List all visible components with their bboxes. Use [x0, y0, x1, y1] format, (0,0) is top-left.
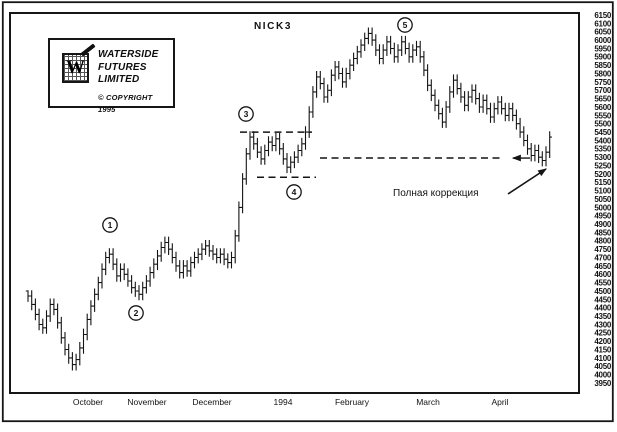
y-tick-label: 4800	[594, 237, 611, 246]
x-tick-label: November	[127, 397, 166, 407]
y-tick-label: 6150	[594, 11, 611, 20]
wave-number: 3	[244, 109, 249, 119]
wave-label-5: 5	[397, 17, 413, 33]
wave-label-3: 3	[238, 106, 254, 122]
wave-circle	[397, 17, 413, 33]
wave-number: 2	[134, 308, 139, 318]
wave-circle	[102, 217, 118, 233]
image-border	[1, 1, 614, 423]
y-tick-label: 5850	[594, 61, 611, 70]
y-tick-label: 5750	[594, 78, 611, 87]
wave-label-1: 1	[102, 217, 118, 233]
y-tick-label: 5100	[594, 187, 611, 196]
y-tick-label: 5650	[594, 95, 611, 104]
y-tick-label: 4000	[594, 371, 611, 380]
y-tick-label: 4500	[594, 287, 611, 296]
y-tick-label: 4850	[594, 228, 611, 237]
logo-monogram: W	[66, 57, 85, 78]
y-tick-label: 6000	[594, 36, 611, 45]
y-tick-label: 3950	[594, 379, 611, 388]
y-tick-label: 5600	[594, 103, 611, 112]
x-tick-label: February	[335, 397, 370, 407]
price-bars	[25, 27, 552, 371]
annotation-arrow	[507, 168, 547, 195]
y-tick-label: 5550	[594, 111, 611, 120]
wave-label-4: 4	[286, 184, 302, 200]
y-tick-label: 5800	[594, 69, 611, 78]
wave-number: 1	[108, 220, 113, 230]
y-tick-label: 4150	[594, 345, 611, 354]
wave-number: 4	[292, 187, 297, 197]
x-tick-label: 1994	[274, 397, 293, 407]
y-tick-label: 4600	[594, 270, 611, 279]
logo-line-1: WATERSIDE	[98, 49, 159, 60]
wave-labels: 1 2 3 4 5	[102, 17, 413, 321]
y-tick-label: 4900	[594, 220, 611, 229]
x-tick-label: March	[416, 397, 440, 407]
y-tick-label: 5350	[594, 145, 611, 154]
y-tick-label: 5150	[594, 178, 611, 187]
y-tick-label: 5500	[594, 120, 611, 129]
y-tick-label: 5300	[594, 153, 611, 162]
y-tick-label: 4200	[594, 337, 611, 346]
y-tick-label: 4250	[594, 329, 611, 338]
y-tick-label: 6100	[594, 19, 611, 28]
y-tick-label: 5250	[594, 161, 611, 170]
y-tick-label: 4350	[594, 312, 611, 321]
pen-stroke-icon	[80, 43, 96, 57]
y-tick-label: 5700	[594, 86, 611, 95]
waterside-logo-icon: W	[62, 43, 96, 83]
x-tick-label: December	[192, 397, 231, 407]
logo-line-3: LIMITED	[98, 74, 140, 85]
hlc-bars-path	[25, 27, 552, 371]
y-tick-label: 4550	[594, 279, 611, 288]
y-tick-label: 5200	[594, 170, 611, 179]
x-axis-labels: October November December 1994 February March…	[73, 397, 509, 407]
x-tick-label: April	[491, 397, 508, 407]
logo-box: W WATERSIDE FUTURES LIMITED © COPYRIGHT …	[48, 38, 175, 114]
logo-text: WATERSIDE FUTURES LIMITED © COPYRIGHT 19…	[98, 49, 169, 117]
wave-number: 5	[403, 20, 408, 30]
y-tick-label: 4050	[594, 362, 611, 371]
y-tick-label: 4400	[594, 304, 611, 313]
y-tick-label: 5000	[594, 203, 611, 212]
chart-annotations	[240, 131, 547, 195]
y-tick-label: 4750	[594, 245, 611, 254]
copyright-notice: © COPYRIGHT 1995	[98, 92, 153, 115]
y-tick-label: 5950	[594, 44, 611, 53]
y-tick-label: 5900	[594, 53, 611, 62]
y-tick-label: 5450	[594, 128, 611, 137]
y-tick-label: 4950	[594, 212, 611, 221]
logo-line-2: FUTURES	[98, 61, 147, 73]
y-tick-label: 5050	[594, 195, 611, 204]
y-tick-label: 4100	[594, 354, 611, 363]
wave-label-2: 2	[128, 305, 144, 321]
chart-title: NICK3	[254, 21, 292, 32]
y-tick-label: 4450	[594, 295, 611, 304]
x-tick-label: October	[73, 397, 103, 407]
y-tick-label: 4300	[594, 320, 611, 329]
plot-frame	[9, 12, 580, 394]
wave-circle	[286, 184, 302, 200]
wave-circle	[128, 305, 144, 321]
y-tick-label: 4650	[594, 262, 611, 271]
y-axis-labels: 6150610060506000595059005850580057505700…	[594, 11, 612, 388]
y-tick-label: 4700	[594, 253, 611, 262]
correction-annotation: Полная коррекция	[393, 188, 478, 199]
y-tick-label: 6050	[594, 28, 611, 37]
y-tick-label: 5400	[594, 136, 611, 145]
wave-circle	[238, 106, 254, 122]
